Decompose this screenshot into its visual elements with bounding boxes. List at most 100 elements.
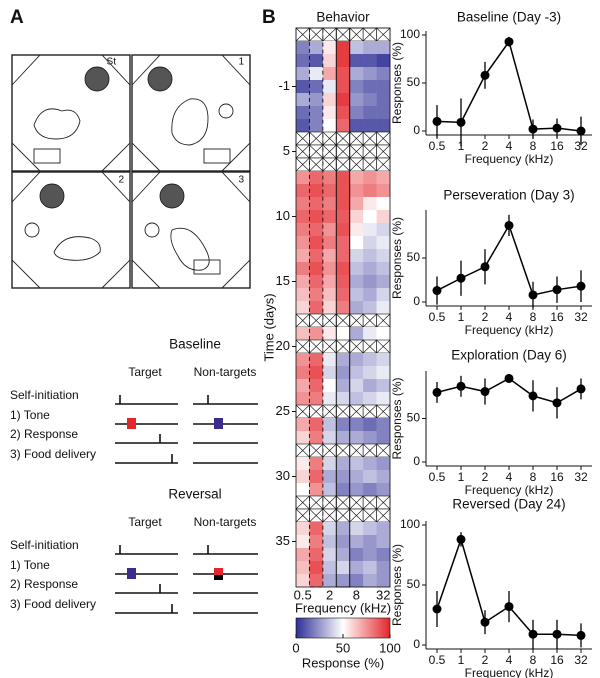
arena-label: 2 [118,175,124,186]
heat-cell [309,93,324,107]
heat-cell [363,418,377,432]
heat-cell [322,54,337,68]
heat-cell [322,301,337,315]
heat-cell [296,93,310,107]
chart-title: Reversed (Day 24) [452,497,565,512]
heat-cell [363,67,377,81]
point [456,117,466,127]
x-axis-label: Frequency (kHz) [465,666,554,678]
x-tick-label: 8 [353,587,360,602]
heat-cell [349,288,364,302]
heat-cell [376,288,391,302]
heat-cell [309,288,324,302]
tone-marker [127,568,136,579]
heat-cell [336,353,351,367]
heat-cell [376,210,391,224]
x-tick-label: 16 [550,653,564,667]
heat-cell [296,184,310,198]
heat-cell [296,379,310,393]
heat-cell [322,418,337,432]
heat-cell [376,535,391,549]
excluded-cross [309,443,324,458]
heat-cell [336,275,351,289]
heat-cell [322,106,337,120]
heat-cell [349,236,364,250]
schedule-title: Baseline [169,337,221,352]
excluded-cross [349,144,364,159]
heat-cell [296,249,310,263]
heat-cell [376,470,391,484]
excluded-cross [295,443,310,458]
heat-cell [322,392,337,406]
excluded-cross [376,404,391,419]
heat-cell [349,366,364,380]
y-tick-label: 30 [276,468,290,483]
heat-cell [349,275,364,289]
excluded-cross [295,157,310,172]
heat-cell [349,483,364,497]
heat-cell [349,197,364,211]
heat-cell [309,106,324,120]
tone-marker [214,575,223,580]
heat-cell [336,457,351,471]
heat-cell [349,249,364,263]
excluded-cross [336,144,350,159]
heat-cell [363,288,377,302]
heat-cell [363,470,377,484]
y-tick-label: 100 [400,27,420,41]
heat-cell [322,262,337,276]
heat-cell [309,197,324,211]
y-axis-label: Responses (%) [390,544,404,626]
excluded-cross [376,157,391,172]
y-tick-label: 35 [276,533,290,548]
heat-cell [309,548,324,562]
heat-cell [376,106,391,120]
heat-cell [296,561,310,575]
heat-cell [322,470,337,484]
point [552,285,562,295]
x-tick-label: 8 [530,653,537,667]
heat-cell [322,197,337,211]
column-label: Target [128,515,162,529]
x-tick-label: 8 [530,139,537,153]
heat-cell [322,41,337,55]
heat-cell [336,470,351,484]
excluded-cross [362,144,377,159]
heat-cell [376,327,391,341]
y-tick-label: 50 [407,411,421,425]
heat-cell [349,184,364,198]
excluded-cross [309,495,324,510]
heat-cell [349,67,364,81]
heat-cell [296,457,310,471]
excluded-cross [349,495,364,510]
heat-cell [376,522,391,536]
excluded-cross [309,27,324,42]
excluded-cross [376,443,391,458]
heat-cell [322,431,337,445]
heat-cell [363,262,377,276]
x-axis-label: Frequency (kHz) [465,152,554,166]
heat-cell [309,522,324,536]
heat-cell [322,366,337,380]
x-tick-label: 32 [574,139,588,153]
chart-title: Perseveration (Day 3) [443,188,574,203]
heat-cell [363,353,377,367]
y-axis-label: Responses (%) [390,217,404,299]
heat-cell [349,93,364,107]
heat-cell [309,574,324,588]
point [504,373,514,383]
heat-cell [363,574,377,588]
heat-cell [322,457,337,471]
colorbar-label: Response (%) [302,655,384,670]
excluded-cross [336,495,350,510]
point [528,124,538,134]
excluded-cross [336,27,350,42]
excluded-cross [295,27,310,42]
heat-cell [363,41,377,55]
x-tick-label: 2 [326,587,333,602]
heat-cell [376,197,391,211]
heat-cell [363,80,377,94]
excluded-cross [295,313,310,328]
row-label: 3) Food delivery [10,597,96,611]
heat-cell [336,418,351,432]
